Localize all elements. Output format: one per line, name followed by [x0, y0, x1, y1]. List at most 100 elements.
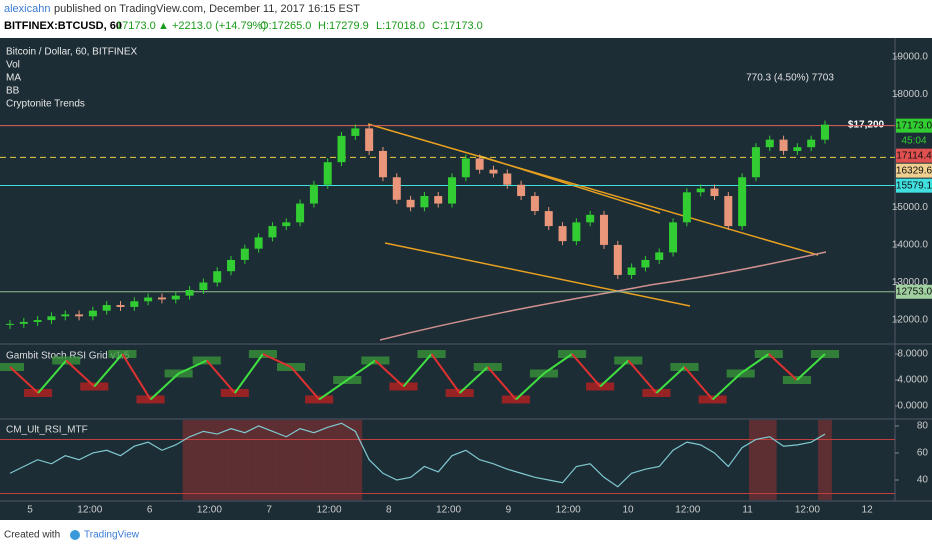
ohlc-high: H:17279.9 — [318, 20, 369, 32]
chart-bg — [0, 38, 932, 520]
y-tick-label: 80 — [917, 421, 929, 432]
candle-body — [641, 259, 650, 268]
stoch-line — [740, 353, 770, 375]
candle-body — [171, 295, 180, 300]
x-tick-label: 12:00 — [436, 505, 461, 516]
candle-body — [530, 196, 539, 212]
rsi-overbought — [210, 420, 225, 500]
y-tick-label: 12000.0 — [892, 315, 929, 326]
candle-body — [378, 150, 387, 178]
stoch-line — [205, 359, 236, 394]
stoch-line — [487, 366, 517, 401]
stoch-line — [318, 379, 348, 401]
stoch-line — [571, 353, 601, 388]
candle-body — [793, 147, 802, 151]
candle-body — [6, 323, 14, 325]
stoch-line — [543, 353, 573, 375]
price-box — [896, 178, 932, 193]
candle-body — [517, 184, 526, 197]
candle-body — [434, 196, 443, 204]
candle-body — [406, 199, 415, 208]
candle-body — [365, 128, 374, 151]
candle-body — [420, 196, 429, 208]
candle-body — [503, 173, 512, 185]
candle-body — [227, 259, 236, 272]
legend-item: MA — [6, 73, 21, 84]
x-tick-label: 10 — [622, 505, 634, 516]
rsi-overbought — [320, 420, 335, 500]
stoch-line — [178, 359, 208, 375]
stoch-line — [65, 359, 95, 388]
moving-average — [379, 251, 827, 341]
candle-body — [19, 321, 28, 324]
stoch-line — [627, 359, 658, 394]
stoch-line — [9, 366, 39, 394]
author[interactable]: alexicahn — [4, 3, 50, 15]
price-box — [896, 148, 932, 163]
ohlc-low: L:17018.0 — [376, 20, 425, 32]
footer-brand[interactable]: TradingView — [84, 530, 140, 541]
y-tick-label: 0.0000 — [897, 401, 928, 412]
candle-body — [75, 314, 84, 317]
candle-body — [351, 128, 360, 136]
rsi-overbought — [224, 420, 238, 500]
candle-body — [696, 188, 705, 193]
y-tick-label: 40 — [917, 475, 929, 486]
candle-body — [669, 222, 678, 253]
footer-created: Created with — [4, 530, 60, 541]
candle-body — [88, 310, 97, 317]
candle-body — [337, 135, 346, 163]
rsi-overbought — [749, 420, 763, 500]
x-tick-label: 12:00 — [316, 505, 341, 516]
stoch-line — [402, 353, 433, 388]
x-tick-label: 12 — [862, 505, 874, 516]
stoch-line — [37, 359, 67, 394]
y-tick-label: 14000.0 — [892, 240, 929, 251]
stoch-line — [93, 353, 124, 388]
rsi-overbought — [334, 420, 349, 500]
x-tick-label: 12:00 — [795, 505, 820, 516]
candle-body — [47, 316, 56, 321]
rsi-overbought — [237, 420, 252, 500]
candle-body — [157, 297, 166, 300]
candle-body — [254, 237, 263, 249]
candle-body — [268, 226, 277, 238]
candle-body — [738, 177, 747, 227]
candle-body — [558, 226, 567, 242]
candle-body — [240, 248, 249, 260]
rsi-title: CM_Ult_RSI_MTF — [6, 425, 88, 436]
candle-body — [185, 290, 194, 296]
rsi-line — [9, 422, 826, 488]
stoch-line — [515, 372, 545, 401]
stoch-line — [796, 353, 826, 381]
rsi-overbought — [762, 420, 777, 500]
ohlc-open: O:17265.0 — [260, 20, 311, 32]
rsi-overbought — [279, 420, 294, 500]
candle-body — [309, 184, 318, 204]
stoch-line — [374, 359, 405, 388]
x-tick-label: 12:00 — [77, 505, 102, 516]
candle-body — [765, 139, 774, 148]
y-tick-label: 60 — [917, 448, 929, 459]
stoch-line — [768, 353, 798, 381]
rsi-overbought — [306, 420, 321, 500]
candle-body — [33, 320, 42, 322]
candle-body — [710, 188, 719, 197]
candle-body — [213, 271, 222, 283]
x-tick-label: 6 — [147, 505, 153, 516]
candle-body — [751, 147, 760, 178]
ohlc-close: C:17173.0 — [432, 20, 483, 32]
stoch-line — [234, 353, 264, 394]
candle-body — [724, 196, 733, 227]
stoch-title: Gambit Stoch RSI Grid v1.5 — [6, 351, 130, 362]
legend-item: BB — [6, 86, 20, 97]
y-tick-label: 15000.0 — [892, 202, 929, 213]
legend-item: Vol — [6, 60, 20, 71]
y-tick-label: 18000.0 — [892, 89, 929, 100]
footer-bg — [0, 520, 932, 550]
trend-channel — [367, 123, 819, 307]
candle-body — [61, 314, 70, 317]
candle-body — [130, 301, 139, 307]
rsi-overbought — [251, 420, 266, 500]
